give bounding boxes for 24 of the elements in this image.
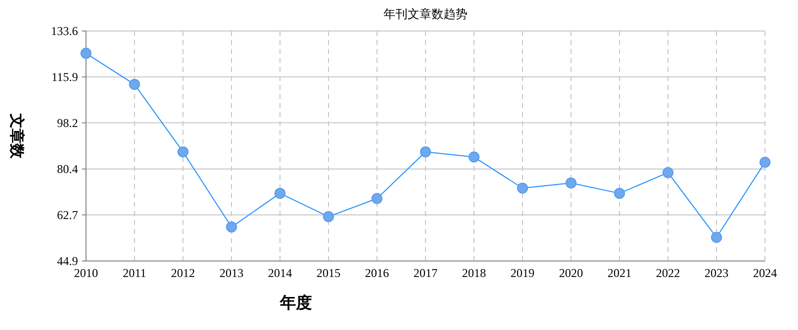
x-axis-title: 年度 — [279, 293, 312, 312]
x-tick-label: 2013 — [220, 266, 244, 280]
x-tick-label: 2011 — [122, 266, 146, 280]
x-tick-label: 2018 — [462, 266, 486, 280]
x-tick-label: 2010 — [74, 266, 98, 280]
y-tick-label: 80.4 — [57, 162, 78, 176]
y-tick-label: 98.2 — [57, 116, 78, 130]
x-tick-label: 2016 — [365, 266, 389, 280]
x-tick-label: 2019 — [510, 266, 534, 280]
y-tick-label: 133.6 — [51, 24, 78, 38]
x-tick-label: 2020 — [559, 266, 583, 280]
y-axis-title: 文章数 — [8, 112, 26, 160]
x-tick-label: 2014 — [268, 266, 292, 280]
x-tick-label: 2015 — [316, 266, 340, 280]
x-tick-label: 2012 — [171, 266, 195, 280]
y-tick-label: 115.9 — [51, 70, 78, 84]
y-tick-label: 44.9 — [57, 254, 78, 268]
x-tick-label: 2024 — [753, 266, 777, 280]
chart-title: 年刊文章数趋势 — [384, 7, 468, 21]
x-tick-label: 2021 — [608, 266, 632, 280]
x-tick-label: 2022 — [656, 266, 680, 280]
x-tick-label: 2017 — [414, 266, 438, 280]
x-tick-label: 2023 — [704, 266, 728, 280]
y-tick-label: 62.7 — [57, 208, 78, 222]
